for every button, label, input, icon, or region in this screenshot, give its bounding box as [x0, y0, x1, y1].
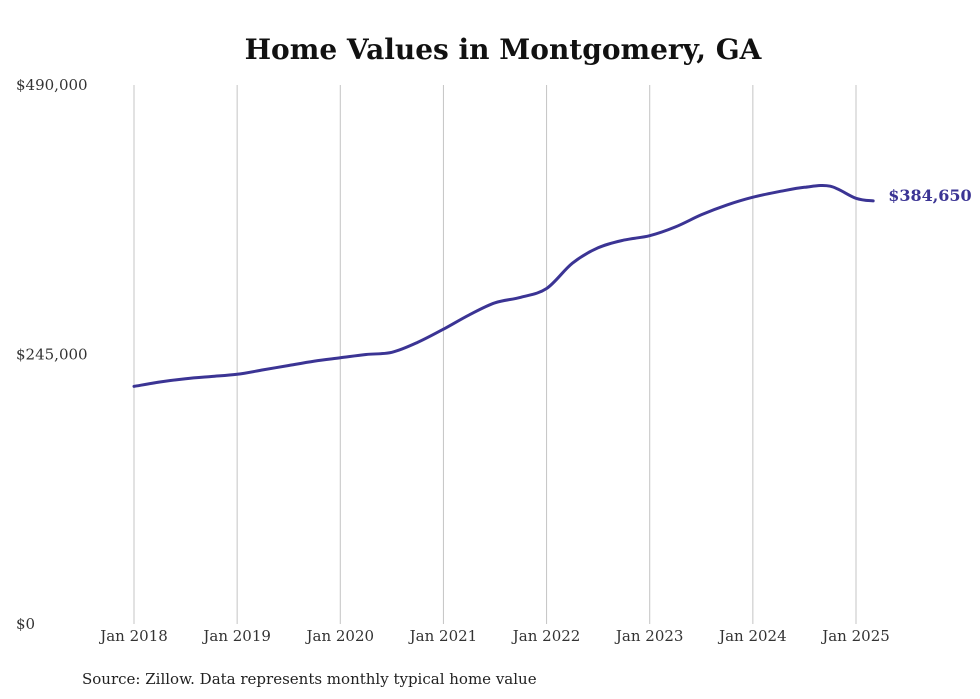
x-tick-label: Jan 2024 — [717, 627, 787, 645]
gridlines — [133, 85, 857, 624]
home-value-series-line — [132, 183, 875, 388]
x-tick-label: Jan 2023 — [614, 627, 684, 645]
y-tick-label: $245,000 — [16, 346, 88, 364]
x-tick-label: Jan 2020 — [305, 627, 375, 645]
y-tick-label: $0 — [16, 615, 35, 633]
x-tick-label: Jan 2025 — [820, 627, 890, 645]
x-tick-label: Jan 2021 — [408, 627, 478, 645]
chart-title: Home Values in Montgomery, GA — [245, 33, 763, 66]
x-tick-label: Jan 2019 — [201, 627, 271, 645]
x-axis-tick-labels: Jan 2018 Jan 2019 Jan 2020 Jan 2021 Jan 2022… — [98, 627, 890, 645]
source-note: Source: Zillow. Data represents monthly … — [82, 670, 537, 688]
latest-value-label: $384,650 — [888, 186, 972, 205]
y-tick-label: $490,000 — [16, 76, 88, 94]
y-axis-tick-labels: $490,000 $245,000 $0 — [16, 76, 88, 633]
x-tick-label: Jan 2022 — [511, 627, 581, 645]
x-tick-label: Jan 2018 — [98, 627, 168, 645]
